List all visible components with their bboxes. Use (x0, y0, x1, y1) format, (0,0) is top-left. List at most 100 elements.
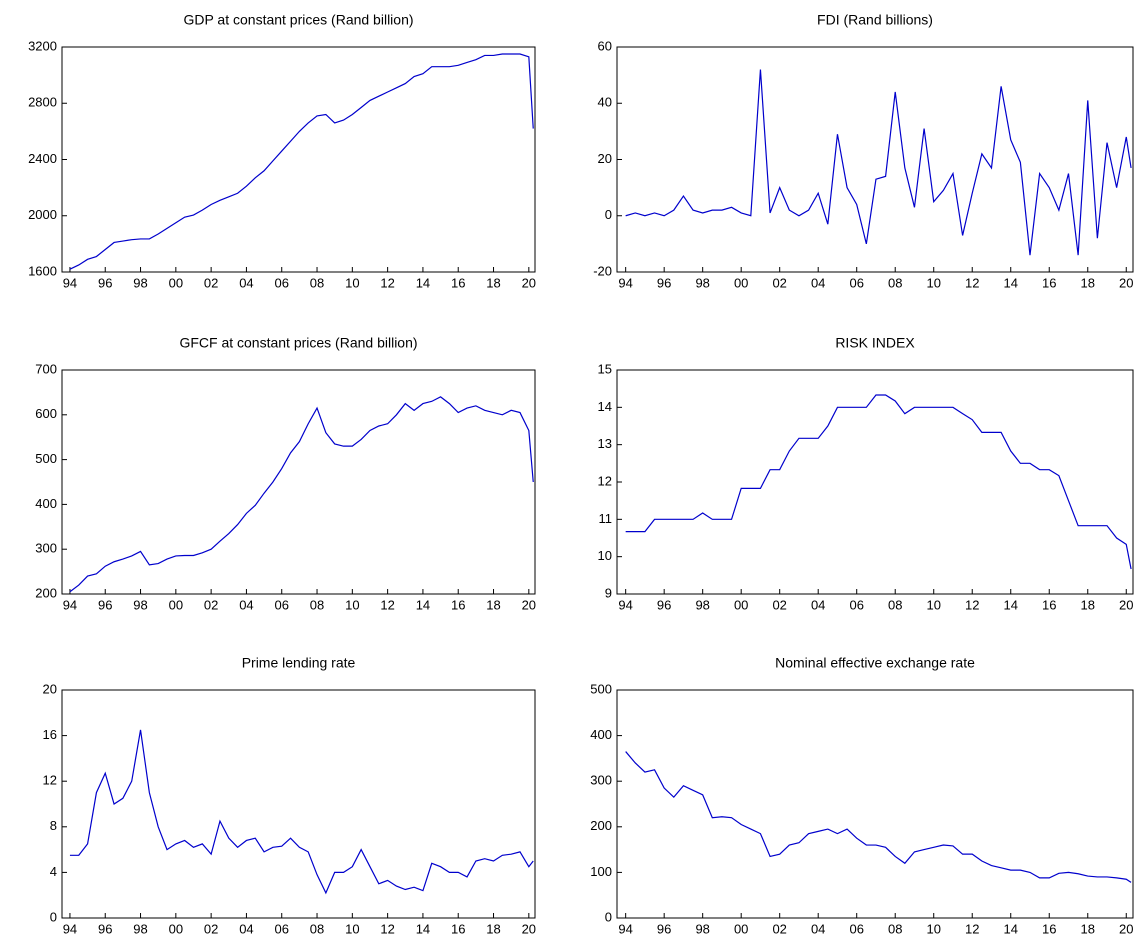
y-tick-label: 40 (598, 95, 612, 110)
x-tick-label: 16 (1042, 597, 1056, 612)
y-tick-label: 700 (35, 361, 57, 376)
x-tick-label: 06 (274, 597, 288, 612)
y-tick-label: 500 (590, 681, 612, 696)
y-tick-label: 11 (599, 511, 613, 526)
y-tick-label: 2400 (28, 151, 57, 166)
x-tick-label: 04 (239, 921, 253, 936)
x-tick-label: 94 (63, 921, 77, 936)
y-tick-label: 14 (598, 399, 612, 414)
x-tick-label: 20 (522, 597, 536, 612)
x-tick-label: 10 (926, 597, 940, 612)
x-tick-label: 04 (811, 275, 825, 290)
x-tick-label: 20 (1119, 597, 1133, 612)
x-tick-label: 10 (345, 275, 359, 290)
x-tick-label: 04 (811, 921, 825, 936)
x-tick-label: 12 (965, 597, 979, 612)
x-tick-label: 16 (451, 921, 465, 936)
x-tick-label: 96 (657, 921, 671, 936)
x-tick-label: 18 (1081, 921, 1095, 936)
data-line (69, 729, 534, 895)
y-tick-label: 8 (50, 818, 57, 833)
y-tick-label: 12 (598, 473, 612, 488)
x-tick-label: 06 (849, 275, 863, 290)
y-tick-label: 400 (35, 496, 57, 511)
x-tick-label: 00 (734, 597, 748, 612)
y-tick-label: 16 (43, 727, 57, 742)
x-tick-label: 12 (380, 597, 394, 612)
x-tick-label: 98 (133, 921, 147, 936)
x-tick-label: 00 (169, 597, 183, 612)
x-tick-label: 02 (772, 597, 786, 612)
x-tick-label: 18 (1081, 597, 1095, 612)
x-tick-label: 08 (310, 275, 324, 290)
y-tick-label: 2800 (28, 95, 57, 110)
x-tick-label: 98 (133, 275, 147, 290)
y-tick-label: 0 (50, 909, 57, 924)
chart-title: Prime lending rate (242, 655, 356, 671)
y-tick-label: 300 (590, 773, 612, 788)
x-tick-label: 94 (618, 597, 632, 612)
x-tick-label: 96 (98, 597, 112, 612)
y-tick-label: 500 (35, 451, 57, 466)
chart-title: GFCF at constant prices (Rand billion) (179, 335, 417, 351)
x-tick-label: 20 (1119, 275, 1133, 290)
x-tick-label: 94 (63, 275, 77, 290)
plot-frame (61, 689, 536, 919)
y-tick-label: 400 (590, 727, 612, 742)
x-tick-label: 12 (965, 275, 979, 290)
x-tick-label: 18 (1081, 275, 1095, 290)
x-tick-label: 06 (849, 921, 863, 936)
x-tick-label: 96 (98, 275, 112, 290)
x-tick-label: 06 (274, 275, 288, 290)
y-tick-label: 200 (590, 818, 612, 833)
plot-frame (61, 46, 536, 273)
x-tick-label: 96 (657, 597, 671, 612)
x-tick-label: 04 (811, 597, 825, 612)
data-line (625, 69, 1132, 256)
x-tick-label: 02 (204, 921, 218, 936)
data-line (69, 396, 534, 593)
y-tick-label: 300 (35, 541, 57, 556)
x-tick-label: 98 (133, 597, 147, 612)
x-tick-label: 10 (926, 275, 940, 290)
plot-frame (61, 369, 536, 595)
x-tick-label: 08 (888, 275, 902, 290)
x-tick-label: 00 (169, 921, 183, 936)
x-tick-label: 08 (888, 597, 902, 612)
y-tick-label: 9 (605, 585, 612, 600)
y-tick-label: 4 (50, 864, 57, 879)
x-tick-label: 00 (734, 275, 748, 290)
x-tick-label: 14 (416, 921, 430, 936)
x-tick-label: 16 (1042, 275, 1056, 290)
y-tick-label: 200 (35, 585, 57, 600)
x-tick-label: 94 (618, 921, 632, 936)
x-tick-label: 94 (618, 275, 632, 290)
y-tick-label: 3200 (28, 38, 57, 53)
x-tick-label: 10 (345, 597, 359, 612)
y-tick-label: 60 (598, 38, 612, 53)
x-tick-label: 08 (888, 921, 902, 936)
x-tick-label: 98 (695, 597, 709, 612)
x-tick-label: 14 (416, 597, 430, 612)
x-tick-label: 02 (204, 597, 218, 612)
chart-title: Nominal effective exchange rate (775, 655, 975, 671)
y-tick-label: 20 (598, 151, 612, 166)
x-tick-label: 00 (734, 921, 748, 936)
x-tick-label: 00 (169, 275, 183, 290)
x-tick-label: 08 (310, 597, 324, 612)
chart-title: RISK INDEX (835, 335, 915, 351)
x-tick-label: 10 (926, 921, 940, 936)
data-line (625, 394, 1132, 570)
x-tick-label: 02 (772, 275, 786, 290)
x-tick-label: 12 (380, 275, 394, 290)
x-tick-label: 04 (239, 275, 253, 290)
y-tick-label: 100 (590, 864, 612, 879)
x-tick-label: 20 (522, 921, 536, 936)
x-tick-label: 16 (451, 597, 465, 612)
y-tick-label: 0 (605, 207, 612, 222)
x-tick-label: 14 (1004, 597, 1018, 612)
y-tick-label: 15 (598, 361, 612, 376)
x-tick-label: 10 (345, 921, 359, 936)
y-tick-label: 10 (598, 548, 612, 563)
x-tick-label: 12 (965, 921, 979, 936)
